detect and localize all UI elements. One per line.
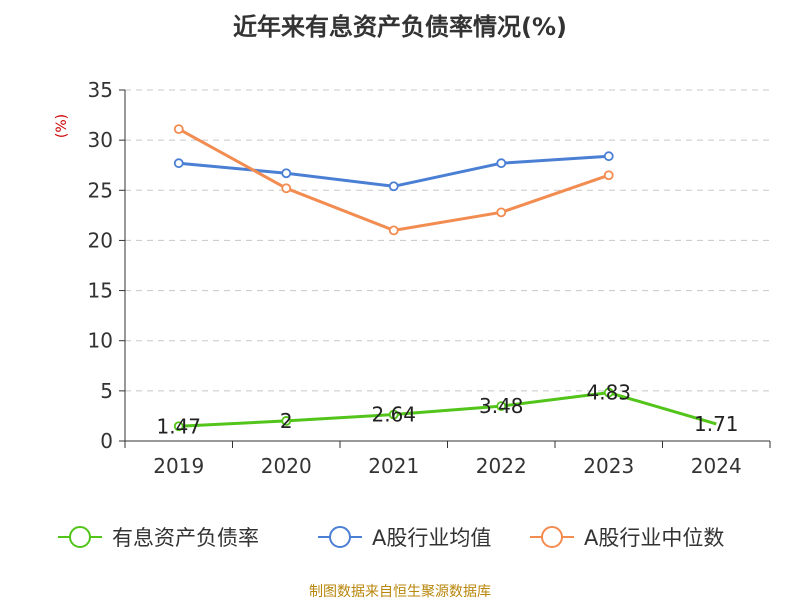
series-line (178, 391, 717, 428)
legend-marker (329, 526, 351, 548)
y-axis: 0 5 10 15 20 25 30 35 (88, 78, 126, 453)
data-point (173, 124, 184, 135)
data-point (173, 158, 184, 169)
data-label: 2 (280, 409, 293, 433)
x-tick-label: 2023 (583, 454, 634, 478)
y-tick-label: 15 (88, 279, 113, 303)
data-point (388, 181, 399, 192)
legend[interactable]: 有息资产负债率 A股行业均值 A股行业中位数 (58, 526, 724, 550)
data-point (281, 416, 292, 426)
series-layer (173, 124, 717, 432)
data-point (603, 387, 614, 398)
data-label: 2.64 (371, 403, 416, 427)
x-tick-label: 2022 (476, 454, 527, 478)
grid (125, 89, 770, 392)
data-label: 4.83 (586, 381, 631, 405)
data-point (496, 401, 507, 412)
data-point (496, 207, 507, 218)
legend-item[interactable]: A股行业均值 (318, 526, 491, 550)
data-labels: 1.47 2 2.64 3.48 4.83 1.71 (156, 381, 738, 439)
x-tick-label: 2021 (368, 454, 419, 478)
chart-title: 近年来有息资产负债率情况(%) (233, 13, 567, 41)
legend-item[interactable]: A股行业中位数 (530, 526, 724, 550)
data-point (388, 409, 399, 420)
y-tick-label: 20 (88, 228, 113, 252)
data-point (388, 225, 399, 236)
y-tick-label: 30 (88, 128, 113, 152)
y-tick-label: 35 (88, 78, 113, 102)
data-point (603, 170, 614, 181)
series-line (178, 127, 610, 232)
y-tick-label: 10 (88, 329, 113, 353)
data-label: 3.48 (479, 394, 524, 418)
x-tick-label: 2024 (691, 454, 742, 478)
legend-label: 有息资产负债率 (112, 526, 259, 550)
data-point (281, 168, 292, 179)
legend-marker (541, 526, 563, 548)
x-axis: 2019 2020 2021 2022 2023 2024 (124, 440, 771, 478)
legend-marker (69, 526, 91, 548)
data-point (173, 421, 184, 432)
legend-label: A股行业均值 (372, 526, 491, 550)
y-axis-label: (%) (54, 114, 70, 138)
y-tick-label: 5 (100, 379, 113, 403)
data-point (281, 183, 292, 194)
data-point (496, 158, 507, 169)
y-tick-label: 25 (88, 178, 113, 202)
legend-item[interactable]: 有息资产负债率 (58, 526, 259, 550)
data-label: 1.71 (694, 412, 739, 436)
source-note: 制图数据来自恒生聚源数据库 (309, 584, 491, 600)
x-tick-label: 2019 (153, 454, 204, 478)
data-point (603, 151, 614, 162)
x-tick-label: 2020 (261, 454, 312, 478)
y-tick-label: 0 (100, 429, 113, 453)
legend-label: A股行业中位数 (584, 526, 724, 550)
data-label: 1.47 (156, 414, 201, 438)
